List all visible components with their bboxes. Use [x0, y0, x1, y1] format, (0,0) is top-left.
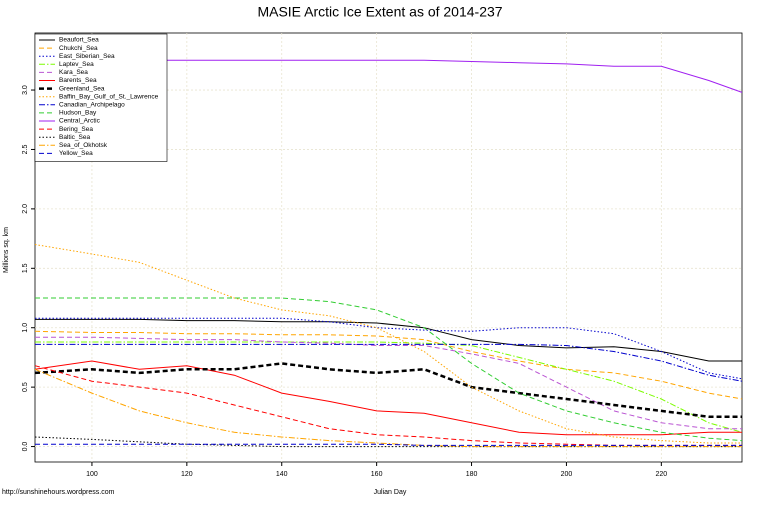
series-line — [35, 336, 742, 430]
legend-label: Chukchi_Sea — [59, 45, 98, 52]
legend-box — [34, 33, 168, 162]
legend-label: Kara_Sea — [59, 69, 88, 76]
series-line — [34, 362, 742, 419]
x-tick-label: 100 — [86, 471, 98, 478]
legend-label: Baltic_Sea — [59, 134, 90, 141]
legend-label: Central_Arctic — [59, 118, 101, 125]
series-line — [35, 443, 742, 446]
y-axis-label: Millions sq. km — [3, 227, 10, 273]
x-tick-label: 160 — [371, 471, 383, 478]
y-tick-label: 0.5 — [22, 382, 29, 392]
series-line — [34, 368, 742, 448]
legend-label: Yellow_Sea — [59, 150, 93, 157]
legend-label: East_Siberian_Sea — [59, 53, 115, 60]
legend-label: Canadian_Archipelago — [59, 102, 125, 109]
legend-label: Barents_Sea — [59, 77, 97, 84]
series-line — [35, 341, 743, 433]
series-line — [34, 365, 742, 446]
series-line — [34, 360, 742, 436]
y-tick-label: 3.0 — [22, 85, 29, 95]
legend-label: Bering_Sea — [59, 126, 93, 133]
legend-label: Sea_of_Okhotsk — [59, 142, 108, 149]
footer: http://sunshinehours.wordpress.com — [2, 489, 115, 496]
x-tick-label: 180 — [466, 471, 478, 478]
series-line — [35, 297, 743, 442]
y-tick-label: 2.0 — [22, 204, 29, 214]
x-axis-label: Julian Day — [374, 489, 407, 496]
legend-label: Baffin_Bay_Gulf_of_St._Lawrence — [59, 93, 159, 100]
series-line — [35, 318, 742, 362]
y-tick-label: 2.5 — [22, 144, 29, 154]
legend-label: Laptev_Sea — [59, 61, 94, 68]
x-tick-label: 200 — [561, 471, 573, 478]
plot-frame — [34, 32, 743, 463]
x-tick-label: 140 — [276, 471, 288, 478]
legend-label: Beaufort_Sea — [59, 37, 99, 44]
x-tick-label: 120 — [181, 471, 193, 478]
series-line — [34, 330, 743, 400]
legend-label: Hudson_Bay — [59, 110, 97, 117]
chart-title: MASIE Arctic Ice Extent as of 2014-237 — [257, 4, 502, 20]
series-line — [35, 343, 743, 382]
x-tick-label: 220 — [655, 471, 667, 478]
y-tick-label: 0.0 — [22, 442, 29, 452]
y-tick-label: 1.5 — [22, 263, 29, 273]
legend-label: Greenland_Sea — [59, 85, 105, 92]
y-tick-label: 1.0 — [22, 323, 29, 333]
series-line — [34, 244, 742, 444]
